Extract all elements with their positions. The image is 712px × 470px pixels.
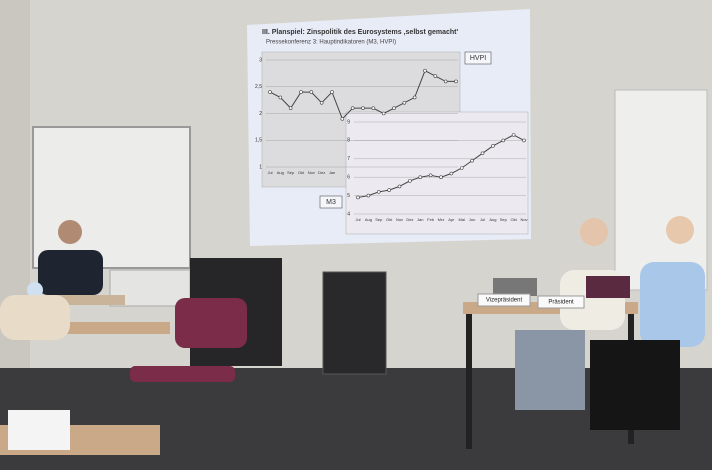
point [512, 133, 515, 136]
y-tick-label: 6 [347, 175, 350, 181]
x-tick-label: Dez [318, 170, 325, 175]
person-right [640, 262, 705, 347]
table-leg [466, 314, 472, 449]
point [362, 107, 365, 110]
point [491, 144, 494, 147]
x-tick-label: Aug [489, 217, 496, 222]
point [455, 80, 458, 83]
x-tick-label: Jan [329, 170, 335, 175]
x-tick-label: Nov [396, 217, 403, 222]
x-tick-label: Jun [469, 217, 475, 222]
x-tick-label: Sep [500, 217, 508, 222]
point [269, 91, 272, 94]
x-tick-label: Feb [427, 217, 435, 222]
person-middle-legs [515, 330, 585, 410]
x-tick-label: Okt [298, 170, 305, 175]
point [429, 174, 432, 177]
point [341, 117, 344, 120]
scene: III. Planspiel: Zinspolitik des Eurosyst… [0, 0, 712, 470]
point [408, 179, 411, 182]
point [367, 194, 370, 197]
x-tick-label: Sep [287, 170, 295, 175]
y-tick-label: 3 [259, 57, 262, 63]
chart-label: HVPI [470, 55, 486, 62]
person-front [0, 295, 70, 340]
person-right-legs [590, 340, 680, 430]
point [434, 75, 437, 78]
point [331, 91, 334, 94]
x-tick-label: Sep [375, 217, 383, 222]
point [481, 152, 484, 155]
x-tick-label: Okt [386, 217, 393, 222]
nameplate-text: Vizepräsident [486, 298, 523, 304]
point [450, 172, 453, 175]
chart-label: M3 [326, 199, 336, 206]
point [424, 69, 427, 72]
point [320, 101, 323, 104]
chair [175, 298, 247, 348]
person-middle-head [580, 218, 608, 246]
y-tick-label: 8 [347, 138, 350, 144]
x-tick-label: Nov [308, 170, 315, 175]
x-tick-label: Jul [355, 217, 360, 222]
point [413, 96, 416, 99]
x-tick-label: Dez [406, 217, 413, 222]
x-tick-label: Aug [277, 170, 284, 175]
point [351, 107, 354, 110]
x-tick-label: Apr [448, 217, 455, 222]
point [398, 185, 401, 188]
y-tick-label: 5 [347, 193, 350, 199]
point [289, 107, 292, 110]
point [460, 167, 463, 170]
person-left-head [58, 220, 82, 244]
point [279, 96, 282, 99]
point [440, 176, 443, 179]
x-tick-label: Mrz [438, 217, 445, 222]
chair-seat [130, 366, 235, 382]
point [382, 112, 385, 115]
y-tick-label: 1,5 [255, 138, 262, 144]
x-tick-label: Mai [459, 217, 466, 222]
point [419, 176, 422, 179]
point [388, 189, 391, 192]
x-tick-label: Nov [520, 217, 527, 222]
m3-panel [346, 112, 528, 234]
tablet [586, 276, 630, 298]
x-tick-label: Jul [480, 217, 485, 222]
y-tick-label: 9 [347, 119, 350, 125]
y-tick-label: 2 [259, 111, 262, 117]
point [310, 91, 313, 94]
point [393, 107, 396, 110]
point [444, 80, 447, 83]
point [300, 91, 303, 94]
y-tick-label: 2,5 [255, 84, 262, 90]
person-right-head [666, 216, 694, 244]
nameplate-text: Präsident [548, 300, 574, 306]
point [357, 196, 360, 199]
x-tick-label: Aug [365, 217, 372, 222]
point [471, 159, 474, 162]
point [523, 139, 526, 142]
tablet [493, 278, 537, 296]
person-left [38, 250, 103, 295]
projection-title: III. Planspiel: Zinspolitik des Eurosyst… [262, 29, 459, 36]
y-tick-label: 7 [347, 156, 350, 162]
whiteboard-right [615, 90, 707, 290]
paper [8, 410, 70, 450]
point [502, 139, 505, 142]
x-tick-label: Okt [511, 217, 518, 222]
x-tick-label: Jul [267, 170, 272, 175]
y-tick-label: 4 [347, 211, 350, 217]
whiteboard [33, 127, 190, 268]
projection-subtitle: Pressekonferenz 3: Hauptindikatoren (M3,… [266, 40, 396, 46]
flight-case [323, 272, 386, 374]
y-tick-label: 1 [259, 164, 262, 170]
x-tick-label: Jan [417, 217, 423, 222]
point [403, 101, 406, 104]
point [377, 190, 380, 193]
point [372, 107, 375, 110]
